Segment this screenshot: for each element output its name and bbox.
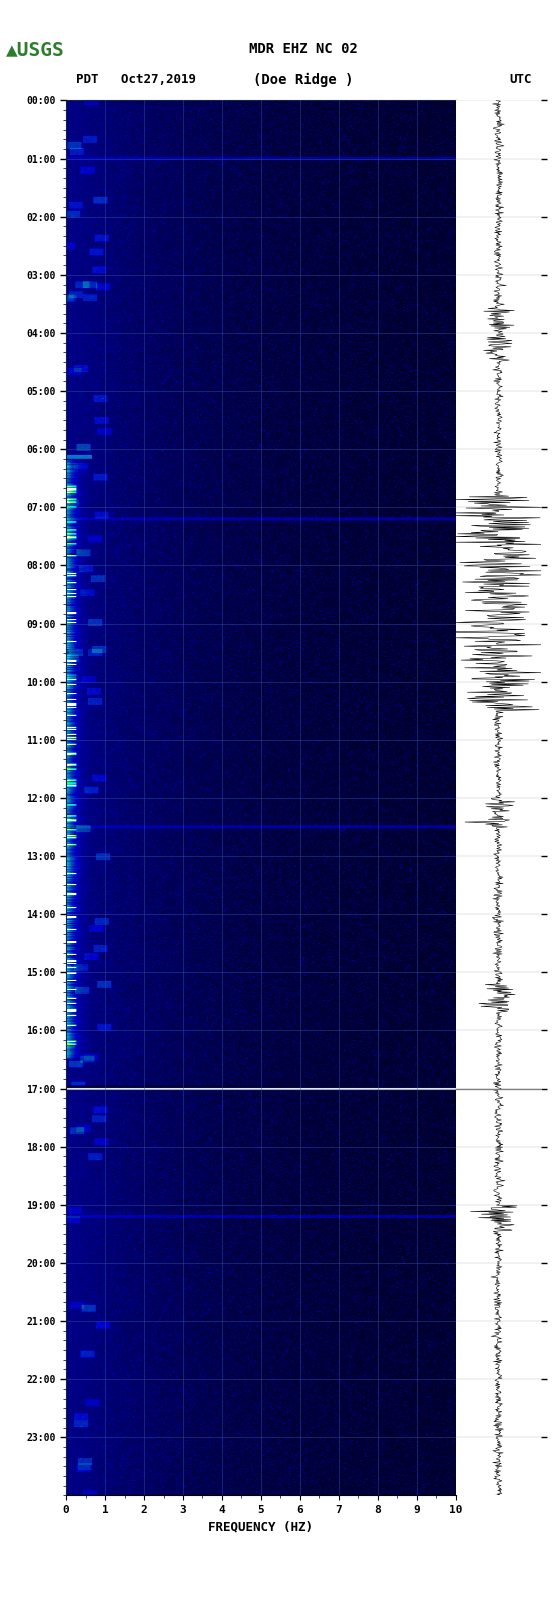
Text: (Doe Ridge ): (Doe Ridge ) [253, 73, 354, 87]
Text: ▲USGS: ▲USGS [6, 40, 64, 60]
Text: MDR EHZ NC 02: MDR EHZ NC 02 [249, 42, 358, 56]
Text: UTC: UTC [509, 73, 532, 85]
Text: PDT   Oct27,2019: PDT Oct27,2019 [76, 73, 196, 85]
X-axis label: FREQUENCY (HZ): FREQUENCY (HZ) [208, 1521, 314, 1534]
